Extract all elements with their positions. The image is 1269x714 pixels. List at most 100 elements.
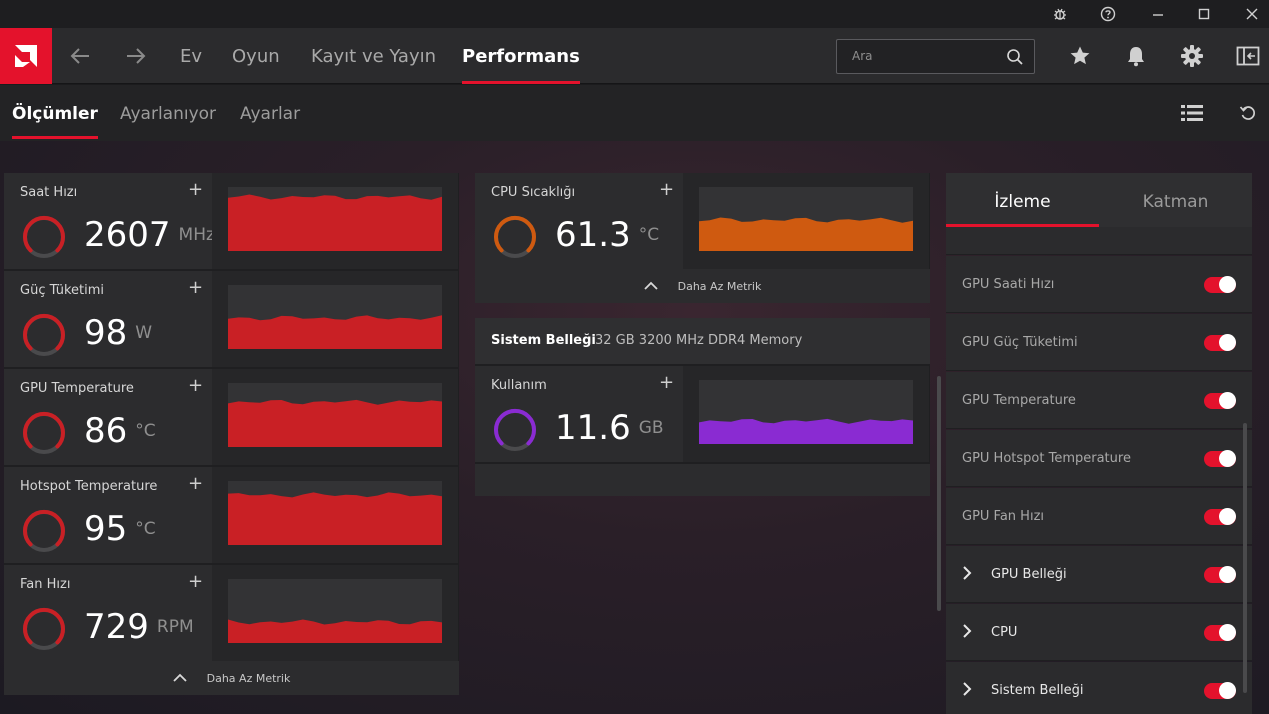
chevron-right-icon[interactable] (961, 681, 973, 701)
add-icon[interactable]: + (188, 277, 204, 298)
add-icon[interactable]: + (659, 179, 675, 200)
add-icon[interactable]: + (188, 473, 204, 494)
monitor-toggle[interactable] (1204, 566, 1236, 583)
sidebar-panel-icon[interactable] (1228, 28, 1268, 84)
metric-card-memory-usage: Kullanım +11.6 GB (475, 366, 929, 462)
metric-chart-area (212, 467, 458, 563)
favorites-star-icon[interactable] (1060, 28, 1100, 84)
add-icon[interactable]: + (188, 375, 204, 396)
top-navigation: Ev Oyun Kayıt ve Yayın Performans Ara (0, 28, 1269, 84)
metric-value: 95 °C (84, 509, 156, 549)
maximize-icon[interactable] (1180, 0, 1228, 28)
monitor-row[interactable]: CPU (946, 604, 1252, 661)
metric-label: Kullanım (491, 378, 547, 393)
metric-chart-area (683, 366, 929, 462)
metric-number: 2607 (84, 215, 171, 255)
metric-label: Hotspot Temperature (20, 479, 158, 494)
memory-header: Sistem Belleği 32 GB 3200 MHz DDR4 Memor… (475, 318, 930, 364)
minimize-icon[interactable] (1134, 0, 1182, 28)
monitor-row[interactable]: GPU Saati Hızı (946, 256, 1252, 313)
amd-logo[interactable] (0, 28, 52, 84)
tab-settings[interactable]: Ayarlar (240, 104, 301, 124)
metric-info: Hotspot Temperature +95 °C (4, 467, 212, 563)
close-icon[interactable] (1228, 0, 1269, 28)
metric-card-gpu-0: Saat Hızı +2607 MHz (4, 173, 458, 269)
search-box[interactable]: Ara (836, 39, 1035, 74)
gauge-icon (491, 406, 539, 458)
nav-home[interactable]: Ev (180, 46, 203, 67)
monitor-row-label: GPU Hotspot Temperature (962, 451, 1131, 466)
nav-record-stream[interactable]: Kayıt ve Yayın (311, 46, 437, 67)
monitor-toggle[interactable] (1204, 392, 1236, 409)
memory-title: Sistem Belleği (491, 333, 596, 348)
metric-history-chart (228, 383, 442, 447)
add-icon[interactable]: + (188, 571, 204, 592)
metric-number: 61.3 (555, 215, 631, 255)
metric-value: 61.3 °C (555, 215, 659, 255)
tab-overlay[interactable]: Katman (1142, 192, 1209, 212)
metric-card-gpu-3: Hotspot Temperature +95 °C (4, 467, 458, 563)
metric-number: 729 (84, 607, 149, 647)
monitor-toggle[interactable] (1204, 682, 1236, 699)
monitor-toggle[interactable] (1204, 334, 1236, 351)
tab-metrics[interactable]: Ölçümler (12, 85, 98, 139)
monitor-toggle[interactable] (1204, 508, 1236, 525)
nav-performance[interactable]: Performans (462, 28, 580, 84)
reset-icon[interactable] (1228, 85, 1268, 141)
monitor-row[interactable]: GPU Belleği (946, 546, 1252, 603)
settings-gear-icon[interactable] (1172, 28, 1212, 84)
metric-number: 95 (84, 509, 128, 549)
toggle-knob (1219, 624, 1236, 641)
monitor-row-label: GPU Fan Hızı (962, 509, 1045, 524)
metric-card-gpu-1: Güç Tüketimi +98 W (4, 271, 458, 367)
chevron-right-icon[interactable] (961, 623, 973, 643)
metric-unit: °C (135, 421, 156, 441)
memory-footer (475, 464, 930, 496)
metric-label: GPU Temperature (20, 381, 134, 396)
list-view-icon[interactable] (1172, 85, 1212, 141)
metric-info: Kullanım +11.6 GB (475, 366, 683, 462)
metric-label: CPU Sıcaklığı (491, 185, 576, 200)
tab-monitoring[interactable]: İzleme (946, 173, 1099, 227)
gauge-icon (20, 213, 68, 265)
metric-history-chart (228, 285, 442, 349)
gauge-icon (20, 605, 68, 657)
metric-unit: °C (638, 225, 660, 245)
right-panel-spacer (946, 227, 1252, 255)
monitor-row[interactable]: Sistem Belleği (946, 662, 1252, 714)
metric-value: 2607 MHz (84, 215, 215, 255)
metric-unit: °C (135, 519, 156, 539)
metric-number: 86 (84, 411, 128, 451)
help-icon[interactable] (1084, 0, 1132, 28)
gauge-icon (20, 409, 68, 461)
monitor-toggle[interactable] (1204, 624, 1236, 641)
right-panel-scrollbar[interactable] (1243, 423, 1247, 693)
metric-chart-area (683, 173, 929, 269)
add-icon[interactable]: + (188, 179, 204, 200)
monitor-row[interactable]: GPU Hotspot Temperature (946, 430, 1252, 487)
metric-value: 86 °C (84, 411, 156, 451)
monitor-row[interactable]: GPU Fan Hızı (946, 488, 1252, 545)
monitor-row[interactable]: GPU Güç Tüketimi (946, 314, 1252, 371)
monitor-row[interactable]: GPU Temperature (946, 372, 1252, 429)
chevron-right-icon[interactable] (961, 565, 973, 585)
metric-history-chart (228, 579, 442, 643)
monitor-toggle[interactable] (1204, 276, 1236, 293)
forward-arrow-icon[interactable] (116, 28, 156, 84)
notification-bell-icon[interactable] (1116, 28, 1156, 84)
bug-report-icon[interactable] (1036, 0, 1084, 28)
back-arrow-icon[interactable] (60, 28, 100, 84)
memory-description: 32 GB 3200 MHz DDR4 Memory (595, 333, 803, 348)
search-icon[interactable] (1006, 48, 1024, 70)
cpu-less-metrics-button[interactable]: Daha Az Metrik (475, 269, 930, 303)
metric-number: 98 (84, 313, 128, 353)
add-icon[interactable]: + (659, 372, 675, 393)
nav-gaming[interactable]: Oyun (232, 46, 280, 67)
left-scrollbar[interactable] (937, 376, 941, 611)
metric-chart-area (212, 173, 458, 269)
metric-info: Saat Hızı +2607 MHz (4, 173, 215, 269)
tab-tuning[interactable]: Ayarlanıyor (120, 104, 217, 124)
gpu-less-metrics-button[interactable]: Daha Az Metrik (4, 661, 459, 695)
metric-info: Fan Hızı +729 RPM (4, 565, 212, 661)
monitor-toggle[interactable] (1204, 450, 1236, 467)
